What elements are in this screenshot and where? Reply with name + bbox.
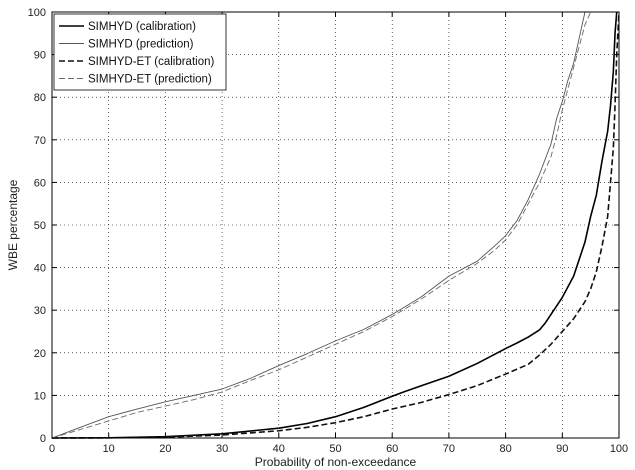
x-tick-label: 80 (499, 443, 511, 455)
y-tick-label: 90 (34, 50, 46, 62)
y-tick-label: 80 (34, 92, 46, 104)
series-line-2 (51, 11, 586, 439)
series-line-4 (51, 11, 592, 439)
x-tick-label: 60 (386, 443, 398, 455)
grid-lines (52, 12, 619, 438)
x-tick-label: 20 (159, 443, 171, 455)
legend: SIMHYD (calibration) SIMHYD (prediction) S… (53, 13, 227, 91)
x-tick-label: 100 (610, 443, 628, 455)
y-tick-label: 10 (34, 390, 46, 402)
legend-label-3: SIMHYD-ET (calibration) (88, 56, 214, 68)
x-tick-label: 90 (556, 443, 568, 455)
x-tick-labels: 0 10 20 30 40 50 60 70 80 90 100 (49, 443, 628, 455)
x-tick-label: 10 (103, 443, 115, 455)
y-tick-label: 60 (34, 177, 46, 189)
x-tick-label: 70 (443, 443, 455, 455)
y-tick-label: 70 (34, 135, 46, 147)
x-axis-label: Probability of non-exceedance (255, 455, 417, 469)
y-tick-label: 30 (34, 305, 46, 317)
y-tick-labels: 0 10 20 30 40 50 60 70 80 90 100 (28, 7, 46, 445)
y-tick-label: 100 (28, 7, 46, 19)
y-tick-label: 0 (40, 433, 46, 445)
legend-label-4: SIMHYD-ET (prediction) (88, 74, 212, 86)
x-tick-label: 50 (329, 443, 341, 455)
x-tick-label: 30 (216, 443, 228, 455)
legend-label-1: SIMHYD (calibration) (88, 21, 196, 33)
series-line-3 (51, 11, 620, 439)
series-line-1 (51, 11, 618, 439)
series-lines (51, 11, 620, 439)
axis-ticks (51, 11, 620, 439)
y-tick-label: 50 (34, 220, 46, 232)
y-tick-label: 20 (34, 348, 46, 360)
x-tick-label: 40 (273, 443, 285, 455)
legend-items: SIMHYD (calibration) SIMHYD (prediction) S… (59, 21, 214, 86)
x-tick-label: 0 (49, 443, 55, 455)
legend-label-2: SIMHYD (prediction) (88, 39, 194, 51)
y-axis-label: WBE percentage (6, 179, 20, 270)
y-tick-label: 40 (34, 263, 46, 275)
